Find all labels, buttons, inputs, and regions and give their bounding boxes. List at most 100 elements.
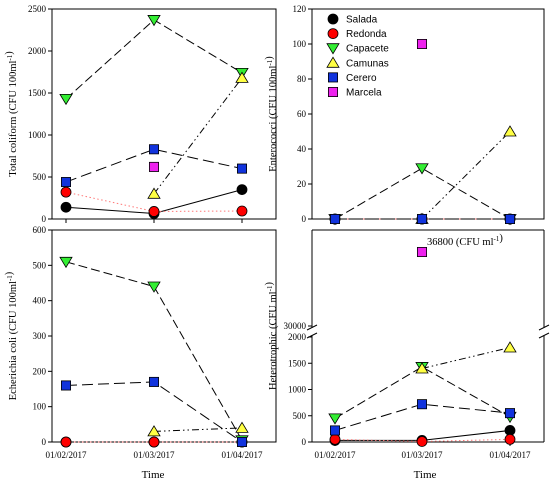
- y-tick-label: 0: [42, 214, 47, 224]
- point-marcela: [416, 39, 427, 50]
- series-line-camunas: [421, 131, 511, 220]
- legend-item-salada: Salada: [327, 13, 378, 26]
- point-capacete: [59, 256, 73, 269]
- x-axis-title-right: Time: [414, 469, 437, 481]
- x-tick-label: 01/02/2017: [314, 450, 356, 460]
- point-marcela: [148, 161, 159, 172]
- point-redonda: [60, 186, 72, 198]
- legend-marker-redonda: [327, 28, 339, 39]
- point-cerero: [504, 213, 515, 224]
- panel-top-right: 0 20 40 60 80 100 120 Enterococci (CFU 100ml-1): [264, 4, 545, 226]
- point-cerero: [61, 380, 72, 391]
- y-tick-label: 20: [297, 179, 307, 189]
- x-tick-label: 01/03/2017: [401, 450, 443, 460]
- series-lines: [334, 131, 511, 220]
- point-cerero: [148, 376, 159, 387]
- y-tick-label: 200: [33, 366, 47, 376]
- legend-item-capacete: Capacete: [326, 43, 389, 55]
- series-markers: [328, 39, 517, 226]
- legend: Salada Redonda Capacete Camunas Cerero Marcel…: [326, 13, 389, 99]
- point-marcela: [416, 246, 427, 257]
- series-markers: [328, 246, 517, 447]
- legend-marker-salada: [327, 13, 339, 25]
- plot-frame: [311, 8, 545, 220]
- x-axis-title-left: Time: [142, 469, 165, 481]
- point-capacete: [59, 93, 73, 106]
- y-tick-label: 0: [302, 214, 307, 224]
- point-capacete: [147, 281, 161, 293]
- point-cerero: [236, 436, 247, 447]
- point-cerero: [416, 213, 427, 224]
- legend-item-cerero: Cerero: [327, 72, 377, 84]
- y-tick-label: 40: [297, 144, 307, 154]
- y-tick-label: 500: [33, 172, 47, 182]
- point-cerero: [504, 408, 515, 419]
- y-tick-label: 30000: [284, 321, 307, 331]
- y-axis-label: Total coliform (CFU 100ml-1): [4, 51, 19, 177]
- x-tick-label: 01/03/2017: [133, 450, 175, 460]
- y-axis-label: Echerichia coli (CFU 100ml-1): [4, 271, 19, 400]
- point-cerero: [236, 163, 247, 174]
- series-line-capacete: [334, 167, 511, 220]
- point-cerero: [61, 177, 72, 188]
- point-redonda: [504, 433, 516, 445]
- panel-bottom-left: 0 100 200 300 400 500 600 01/02/2017 01/03/2017 0…: [4, 225, 277, 460]
- y-tick-label: 600: [33, 225, 47, 235]
- legend-marker-camunas: [326, 56, 340, 68]
- y-tick-label: 400: [33, 296, 47, 306]
- series-line-camunas: [153, 77, 243, 195]
- point-salada: [60, 201, 72, 213]
- legend-item-camunas: Camunas: [326, 56, 389, 69]
- point-camunas: [415, 362, 429, 374]
- legend-item-marcela: Marcela: [327, 87, 382, 99]
- point-redonda: [329, 433, 341, 445]
- point-redonda: [236, 205, 248, 217]
- point-camunas: [147, 187, 161, 199]
- x-tick-label: 01/02/2017: [45, 450, 87, 460]
- y-tick-label: 300: [33, 331, 47, 341]
- y-tick-label: 60: [297, 109, 307, 119]
- plot-frame: [51, 8, 277, 220]
- point-camunas: [147, 425, 161, 437]
- axis-break-mark-upper-0: [306, 324, 318, 331]
- point-redonda: [148, 206, 160, 217]
- point-camunas: [235, 421, 249, 433]
- series-lines: [334, 347, 511, 442]
- series-line-camunas: [421, 347, 511, 369]
- plot-frame: [51, 229, 277, 443]
- panel-top-left: 0 500 1000 1500 2000 2500 Total coliform (CFU …: [4, 4, 277, 224]
- y-tick-label: 0: [302, 437, 307, 447]
- series-line-capacete: [65, 19, 243, 100]
- y-tick-label: 2000: [28, 46, 47, 56]
- point-redonda: [148, 436, 160, 448]
- legend-item-redonda: Redonda: [327, 28, 387, 40]
- y-tick-label: 2500: [28, 4, 47, 14]
- point-redonda: [416, 436, 428, 447]
- y-axis-label: Heterotrophic (CFU ml-1): [264, 282, 279, 390]
- y-axis-label: Enterococci (CFU 100ml-1): [264, 56, 279, 172]
- y-tick-label: 1500: [288, 358, 307, 368]
- y-tick-label: 100: [33, 402, 47, 412]
- point-salada: [236, 184, 248, 196]
- axis-break-mark-upper-1: [538, 324, 550, 331]
- point-cerero: [148, 144, 159, 155]
- x-tick-label: 01/04/2017: [221, 450, 263, 460]
- y-tick-label: 120: [293, 4, 307, 14]
- legend-label: Marcela: [346, 88, 382, 99]
- point-capacete: [328, 413, 342, 425]
- point-redonda: [60, 436, 72, 448]
- series-line-redonda: [334, 438, 511, 442]
- point-cerero: [329, 425, 340, 436]
- y-tick-label: 1000: [28, 130, 47, 140]
- y-tick-label: 100: [293, 39, 307, 49]
- point-salada: [504, 425, 516, 436]
- series-line-camunas: [153, 427, 243, 432]
- point-camunas: [235, 71, 249, 83]
- series-markers: [59, 256, 249, 448]
- series-line-capacete: [334, 366, 511, 419]
- legend-label: Salada: [346, 15, 378, 26]
- point-capacete: [147, 15, 161, 27]
- y-tick-label: 1500: [28, 88, 47, 98]
- legend-label: Camunas: [346, 58, 389, 69]
